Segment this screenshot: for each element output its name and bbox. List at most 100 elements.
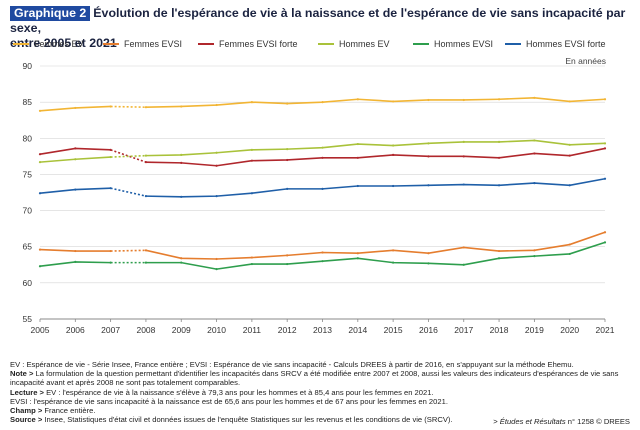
source-paragraph: Source > Insee, Statistiques d'état civi… bbox=[10, 415, 632, 424]
data-point bbox=[250, 148, 253, 151]
series-line bbox=[145, 139, 606, 157]
note-paragraph: Note > La formulation de la question per… bbox=[10, 369, 632, 387]
data-point bbox=[568, 143, 571, 146]
y-axis: 55 60 65 70 75 80 85 90 bbox=[23, 61, 33, 324]
legend-label: Femmes EVSI bbox=[124, 39, 182, 49]
series-break bbox=[110, 105, 146, 109]
y-tick-label: 80 bbox=[23, 133, 33, 143]
definitions-note: EV : Espérance de vie - Série Insee, Fra… bbox=[10, 360, 574, 369]
data-point bbox=[38, 109, 42, 112]
data-point bbox=[144, 195, 148, 198]
data-point bbox=[533, 96, 536, 99]
y-tick-label: 85 bbox=[23, 97, 33, 107]
y-tick-label: 60 bbox=[23, 278, 33, 288]
data-point bbox=[74, 188, 77, 191]
data-point bbox=[250, 101, 253, 104]
data-point bbox=[215, 257, 218, 261]
data-point bbox=[462, 155, 465, 158]
data-point bbox=[497, 249, 501, 253]
data-point bbox=[250, 192, 253, 195]
champ-label: Champ > bbox=[10, 406, 43, 416]
data-point bbox=[603, 147, 607, 150]
data-point bbox=[109, 261, 112, 264]
data-point bbox=[356, 98, 359, 101]
data-point bbox=[286, 102, 289, 105]
x-tick-label: 2011 bbox=[243, 325, 262, 335]
footer-suffix: n° 1258 © DREES bbox=[565, 417, 630, 426]
legend: Femmes EV Femmes EVSI Femmes EVSI forte Hom… bbox=[13, 39, 606, 49]
series-2 bbox=[38, 147, 607, 167]
data-point bbox=[74, 249, 77, 253]
x-tick-label: 2021 bbox=[596, 325, 615, 335]
data-point bbox=[533, 152, 536, 155]
series-3 bbox=[38, 139, 607, 164]
legend-label: Hommes EVSI forte bbox=[526, 39, 606, 49]
data-point bbox=[38, 248, 42, 251]
legend-item: Hommes EVSI forte bbox=[505, 39, 606, 49]
data-point bbox=[392, 184, 395, 188]
data-point bbox=[321, 251, 324, 254]
data-point bbox=[497, 257, 501, 260]
data-point bbox=[215, 151, 218, 154]
x-axis: 2005 2006 2007 2008 2009 2010 2011 2012 2013 2014… bbox=[31, 319, 615, 335]
publication-footer: > Études et Résultats n° 1258 © DREES bbox=[493, 417, 630, 426]
publication-name: Études et Résultats bbox=[499, 417, 566, 426]
data-point bbox=[286, 187, 289, 190]
data-point bbox=[286, 158, 289, 162]
data-point bbox=[462, 183, 465, 186]
data-point bbox=[74, 106, 77, 110]
lecture-label: Lecture > bbox=[10, 387, 44, 397]
data-point bbox=[427, 262, 430, 265]
data-point bbox=[321, 260, 324, 263]
source-label: Source > bbox=[10, 415, 43, 425]
x-tick-label: 2018 bbox=[490, 325, 509, 335]
data-point bbox=[533, 139, 536, 142]
x-tick-label: 2020 bbox=[560, 325, 579, 335]
x-tick-label: 2005 bbox=[31, 325, 50, 335]
source-text: Insee, Statistiques d'état civil et donn… bbox=[42, 415, 453, 425]
data-point bbox=[321, 187, 324, 190]
data-point bbox=[180, 257, 183, 260]
x-tick-label: 2009 bbox=[172, 325, 191, 335]
data-point bbox=[603, 177, 607, 180]
data-point bbox=[568, 184, 571, 187]
data-point bbox=[568, 243, 571, 246]
champ-paragraph: Champ > France entière. bbox=[10, 406, 632, 415]
series-1 bbox=[38, 231, 607, 261]
data-point bbox=[392, 100, 395, 103]
data-point bbox=[427, 98, 430, 102]
x-tick-label: 2007 bbox=[101, 325, 120, 335]
data-point bbox=[180, 195, 183, 198]
data-point bbox=[286, 254, 289, 257]
data-point bbox=[180, 161, 183, 164]
data-point bbox=[427, 142, 430, 145]
legend-item: Hommes EV bbox=[318, 39, 390, 49]
data-point bbox=[215, 103, 218, 107]
line-chart: Femmes EV Femmes EVSI Femmes EVSI forte Hom… bbox=[13, 39, 615, 335]
data-point bbox=[497, 184, 501, 187]
unit-label: En années bbox=[565, 56, 606, 66]
data-point bbox=[603, 98, 607, 101]
data-point bbox=[38, 192, 42, 195]
legend-item: Hommes EVSI bbox=[413, 39, 493, 49]
data-point bbox=[568, 154, 571, 157]
series-break bbox=[110, 187, 147, 197]
data-point bbox=[180, 105, 183, 108]
series-5 bbox=[38, 177, 607, 198]
series-line bbox=[145, 97, 606, 109]
series-line bbox=[145, 177, 606, 198]
series-0 bbox=[38, 96, 607, 112]
data-point bbox=[180, 261, 183, 264]
legend-label: Femmes EVSI forte bbox=[219, 39, 298, 49]
data-point bbox=[533, 249, 536, 252]
data-point bbox=[356, 257, 359, 260]
data-point bbox=[109, 155, 112, 159]
data-point bbox=[462, 263, 465, 266]
x-tick-label: 2010 bbox=[207, 325, 226, 335]
series-lines bbox=[38, 96, 607, 271]
data-point bbox=[109, 148, 112, 151]
data-point bbox=[462, 246, 465, 249]
data-point bbox=[427, 155, 430, 158]
data-point bbox=[180, 153, 183, 157]
data-point bbox=[74, 158, 77, 161]
